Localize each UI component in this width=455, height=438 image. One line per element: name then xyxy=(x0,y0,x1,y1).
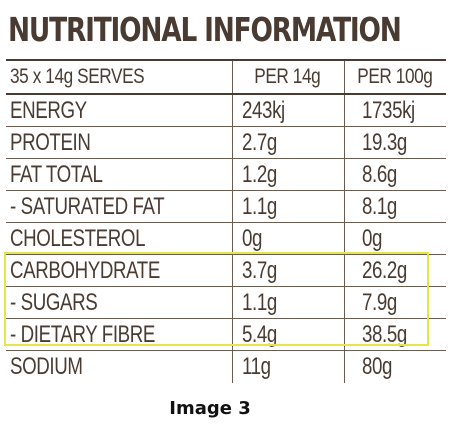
header-per-100: PER 100g xyxy=(357,65,433,88)
nutrient-name: - SUGARS xyxy=(10,288,98,316)
nutrient-per-serve: 5.4g xyxy=(242,320,277,348)
table-header-row: 35 x 14g SERVES PER 14g PER 100g xyxy=(6,61,446,95)
nutrient-per-serve: 1.1g xyxy=(242,192,277,220)
nutrient-per-serve: 1.2g xyxy=(242,160,277,188)
table-row: - SUGARS 1.1g 7.9g xyxy=(6,287,446,319)
column-divider xyxy=(344,95,345,126)
table-row: - SATURATED FAT 1.1g 8.1g xyxy=(6,191,446,223)
nutrient-name: SODIUM xyxy=(10,353,83,380)
nutrient-name: CARBOHYDRATE xyxy=(10,256,160,284)
nutrient-per-serve: 1.1g xyxy=(242,288,277,316)
nutrient-per-100: 26.2g xyxy=(362,256,407,284)
nutrient-per-100: 8.1g xyxy=(362,192,397,220)
column-divider xyxy=(232,95,233,126)
nutrient-per-100: 7.9g xyxy=(362,288,397,316)
column-divider xyxy=(232,191,233,222)
nutrition-table: 35 x 14g SERVES PER 14g PER 100g ENERGY … xyxy=(6,59,446,383)
nutrient-name: CHOLESTEROL xyxy=(10,224,146,252)
nutrient-per-100: 0g xyxy=(362,224,383,252)
column-divider xyxy=(232,159,233,190)
column-divider xyxy=(344,319,345,350)
nutrient-name: - SATURATED FAT xyxy=(10,192,165,220)
table-title: NUTRITIONAL INFORMATION xyxy=(8,10,402,49)
nutrient-name: ENERGY xyxy=(10,96,87,124)
column-divider xyxy=(232,127,233,158)
carbohydrate-highlight-box xyxy=(4,252,429,346)
column-divider xyxy=(232,351,233,383)
column-divider xyxy=(344,351,345,383)
nutrient-per-100: 80g xyxy=(362,353,393,380)
column-divider xyxy=(232,319,233,350)
image-caption: Image 3 xyxy=(169,398,251,419)
table-row: CHOLESTEROL 0g 0g xyxy=(6,223,446,255)
column-divider xyxy=(344,127,345,158)
column-divider xyxy=(344,287,345,318)
nutrient-name: FAT TOTAL xyxy=(10,160,103,188)
column-divider xyxy=(232,223,233,254)
column-divider xyxy=(344,191,345,222)
table-row: ENERGY 243kj 1735kj xyxy=(6,95,446,127)
nutrient-per-100: 38.5g xyxy=(362,320,407,348)
column-divider xyxy=(344,223,345,254)
column-divider xyxy=(232,287,233,318)
column-divider xyxy=(344,159,345,190)
nutrient-name: - DIETARY FIBRE xyxy=(10,320,155,348)
nutrient-name: PROTEIN xyxy=(10,128,91,156)
nutrient-per-serve: 0g xyxy=(242,224,263,252)
header-per-serve: PER 14g xyxy=(253,65,321,88)
nutrient-per-100: 8.6g xyxy=(362,160,397,188)
nutrient-per-serve: 243kj xyxy=(242,96,285,124)
nutrient-per-serve: 2.7g xyxy=(242,128,277,156)
table-row: - DIETARY FIBRE 5.4g 38.5g xyxy=(6,319,446,351)
column-divider xyxy=(232,255,233,286)
column-divider xyxy=(232,61,233,93)
nutrient-per-serve: 11g xyxy=(242,353,271,380)
table-row: CARBOHYDRATE 3.7g 26.2g xyxy=(6,255,446,287)
column-divider xyxy=(344,255,345,286)
nutrient-per-100: 1735kj xyxy=(362,96,415,124)
table-row: SODIUM 11g 80g xyxy=(6,351,446,383)
nutrient-per-100: 19.3g xyxy=(362,128,407,156)
table-row: PROTEIN 2.7g 19.3g xyxy=(6,127,446,159)
header-serves: 35 x 14g SERVES xyxy=(10,65,145,88)
nutrient-per-serve: 3.7g xyxy=(242,256,277,284)
table-row: FAT TOTAL 1.2g 8.6g xyxy=(6,159,446,191)
column-divider xyxy=(344,61,345,93)
